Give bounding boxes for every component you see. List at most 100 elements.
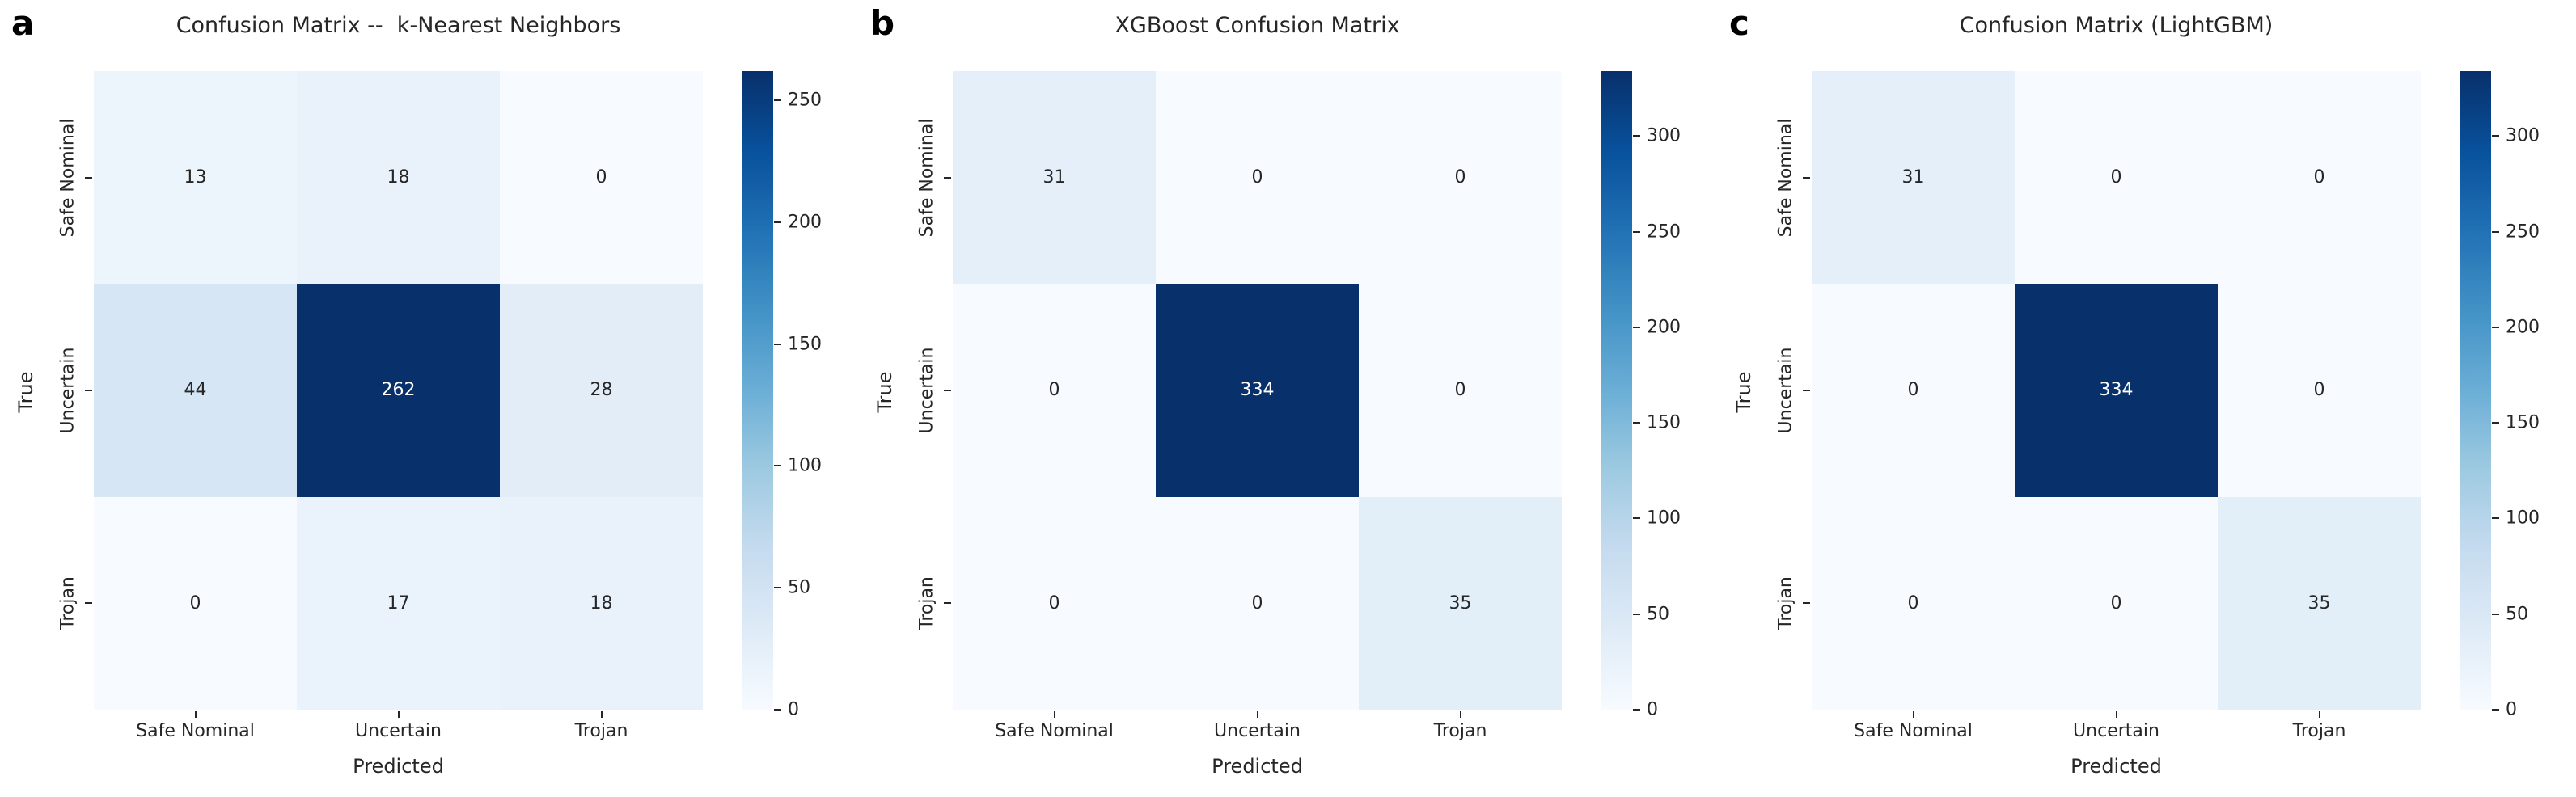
heatmap-cell: 28	[500, 284, 703, 497]
panel-lightgbm: c Confusion Matrix (LightGBM) True 31 0 0 0…	[1718, 0, 2576, 797]
heatmap-cell: 18	[500, 496, 703, 710]
x-axis-label: Predicted	[353, 755, 444, 778]
colorbar-tick-mark	[1633, 135, 1640, 137]
colorbar-tick-label: 0	[2506, 699, 2517, 720]
colorbar-tick-label: 200	[1647, 317, 1681, 338]
chart-title: Confusion Matrix -- k-Nearest Neighbors	[176, 13, 621, 38]
colorbar-tick-mark	[1633, 422, 1640, 424]
confusion-matrix-heatmap: 13 18 0 44 262 28 0 17 18	[94, 71, 703, 710]
x-tick-label: Trojan	[2292, 721, 2346, 741]
heatmap-cell: 0	[1812, 284, 2015, 497]
colorbar-tick-label: 100	[1647, 508, 1681, 529]
panel-letter: b	[870, 3, 895, 43]
heatmap-cell: 0	[953, 496, 1156, 710]
colorbar-tick-mark	[1633, 709, 1640, 711]
y-tick-label: Uncertain	[57, 347, 78, 434]
colorbar-tick-mark	[1633, 326, 1640, 328]
colorbar-tick-mark	[2492, 422, 2499, 424]
x-tick-mark	[1912, 711, 1914, 718]
heatmap-cell: 0	[94, 496, 297, 710]
x-tick-mark	[1256, 711, 1258, 718]
colorbar-tick-label: 150	[1647, 412, 1681, 433]
heatmap-cell: 0	[953, 284, 1156, 497]
heatmap-cell: 13	[94, 71, 297, 285]
colorbar-tick-label: 0	[788, 699, 799, 720]
colorbar-tick-mark	[2492, 135, 2499, 137]
colorbar-tick-mark	[774, 709, 781, 711]
x-tick-mark	[1053, 711, 1055, 718]
colorbar-tick-label: 50	[2506, 604, 2528, 625]
heatmap-cell: 334	[2015, 284, 2218, 497]
colorbar-tick-label: 150	[2506, 412, 2540, 433]
y-tick-mark	[85, 176, 92, 179]
colorbar	[742, 71, 773, 710]
y-tick-label: Trojan	[916, 576, 937, 630]
y-tick-mark	[1803, 602, 1810, 605]
y-tick-label: Safe Nominal	[1775, 118, 1796, 238]
heatmap-cell: 31	[953, 71, 1156, 285]
x-tick-mark	[397, 711, 400, 718]
x-tick-label: Trojan	[1433, 721, 1487, 741]
x-tick-label: Uncertain	[355, 721, 442, 741]
x-tick-label: Safe Nominal	[1854, 721, 1973, 741]
x-tick-mark	[2115, 711, 2117, 718]
heatmap-cell: 0	[1812, 496, 2015, 710]
colorbar-tick-mark	[1633, 613, 1640, 615]
colorbar-tick-mark	[774, 99, 781, 102]
heatmap-cell: 35	[1359, 496, 1562, 710]
colorbar-tick-mark	[1633, 517, 1640, 520]
heatmap-cell: 0	[1359, 284, 1562, 497]
heatmap-cell: 0	[2015, 496, 2218, 710]
panel-xgboost: b XGBoost Confusion Matrix True 31 0 0 0 334…	[859, 0, 1717, 797]
colorbar-tick-label: 250	[2506, 221, 2540, 242]
colorbar-tick-mark	[2492, 517, 2499, 520]
y-tick-mark	[944, 176, 951, 179]
y-tick-label: Uncertain	[1775, 347, 1796, 434]
x-tick-label: Safe Nominal	[136, 721, 255, 741]
colorbar-tick-mark	[2492, 326, 2499, 328]
x-axis-label: Predicted	[1212, 755, 1303, 778]
x-tick-mark	[194, 711, 197, 718]
heatmap-cell: 18	[297, 71, 500, 285]
panel-letter: c	[1729, 3, 1749, 43]
heatmap-cell: 0	[1156, 496, 1359, 710]
colorbar-tick-mark	[774, 587, 781, 589]
y-tick-mark	[944, 602, 951, 605]
heatmap-cell: 0	[1156, 71, 1359, 285]
colorbar	[2460, 71, 2491, 710]
x-tick-mark	[1459, 711, 1461, 718]
y-tick-label: Safe Nominal	[57, 118, 78, 238]
colorbar-tick-label: 300	[1647, 125, 1681, 146]
y-tick-mark	[85, 602, 92, 605]
colorbar-tick-label: 200	[788, 212, 822, 233]
heatmap-cell: 17	[297, 496, 500, 710]
confusion-matrix-heatmap: 31 0 0 0 334 0 0 0 35	[1812, 71, 2421, 710]
chart-title: XGBoost Confusion Matrix	[1115, 13, 1400, 38]
heatmap-cell: 0	[2015, 71, 2218, 285]
x-tick-label: Uncertain	[1214, 721, 1301, 741]
y-tick-mark	[944, 390, 951, 391]
colorbar-tick-mark	[774, 221, 781, 223]
y-axis-label: True	[873, 371, 896, 413]
heatmap-cell: 44	[94, 284, 297, 497]
colorbar-tick-label: 100	[2506, 508, 2540, 529]
x-axis-label: Predicted	[2071, 755, 2162, 778]
y-tick-label: Trojan	[1775, 576, 1796, 630]
colorbar-tick-label: 200	[2506, 317, 2540, 338]
y-tick-mark	[1803, 176, 1810, 179]
y-axis-label: True	[1732, 371, 1755, 413]
y-tick-label: Trojan	[57, 576, 78, 630]
panel-knn: a Confusion Matrix -- k-Nearest Neighbor…	[0, 0, 858, 797]
colorbar-tick-mark	[2492, 230, 2499, 233]
x-tick-label: Safe Nominal	[995, 721, 1114, 741]
heatmap-cell: 334	[1156, 284, 1359, 497]
chart-title: Confusion Matrix (LightGBM)	[1959, 13, 2274, 38]
y-tick-mark	[85, 390, 92, 391]
colorbar-tick-label: 300	[2506, 125, 2540, 146]
y-tick-label: Safe Nominal	[916, 118, 937, 238]
colorbar-tick-label: 250	[1647, 221, 1681, 242]
x-tick-mark	[2318, 711, 2320, 718]
colorbar-tick-mark	[2492, 613, 2499, 615]
colorbar	[1601, 71, 1632, 710]
